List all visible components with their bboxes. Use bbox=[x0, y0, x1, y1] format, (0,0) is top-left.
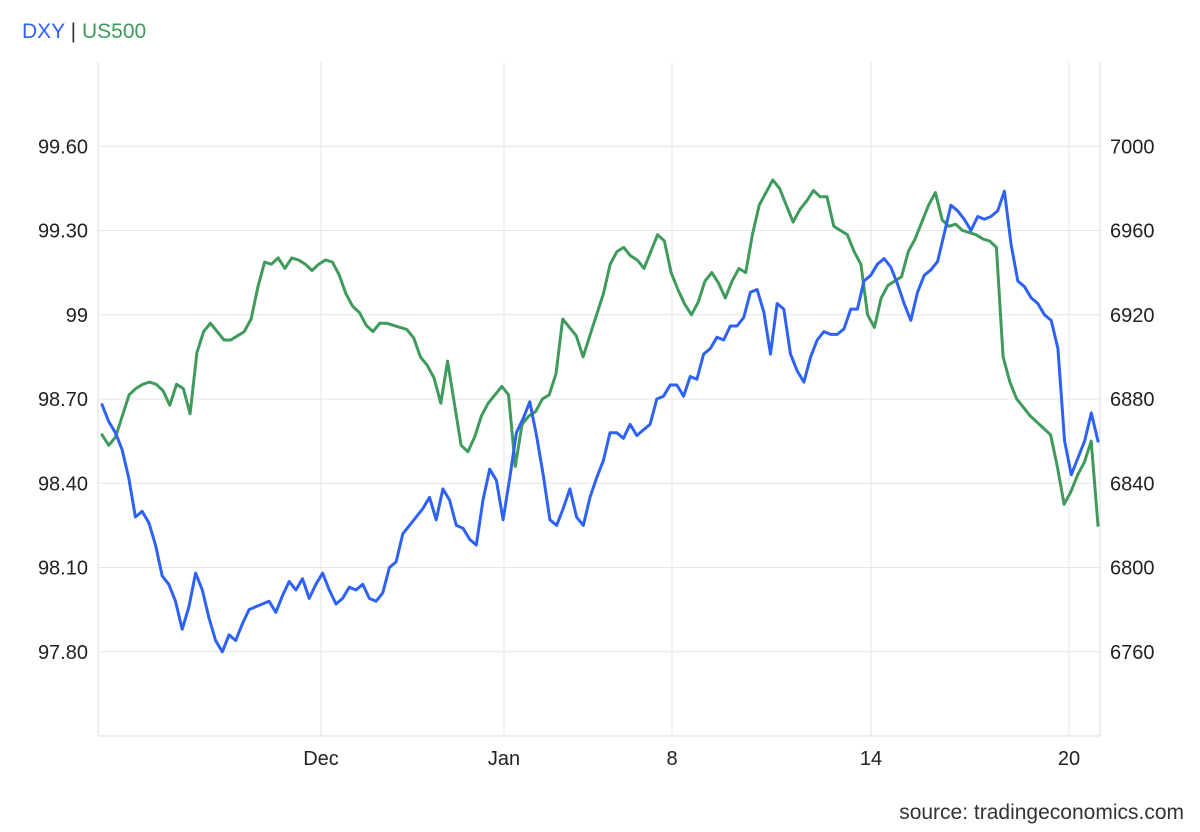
source-credit: source: tradingeconomics.com bbox=[899, 801, 1184, 824]
us500-series-line[interactable] bbox=[100, 178, 1100, 527]
chart-legend: DXY | US500 bbox=[22, 19, 146, 45]
grid-layer bbox=[98, 62, 1100, 736]
y-right-tick-label: 6920 bbox=[1110, 305, 1155, 327]
y-left-tick-label: 99.30 bbox=[38, 221, 88, 243]
y-right-tick-label: 6880 bbox=[1110, 389, 1155, 411]
x-tick-label: 8 bbox=[666, 748, 677, 770]
x-tick-label: 14 bbox=[860, 748, 882, 770]
y-left-tick-label: 98.10 bbox=[38, 558, 88, 580]
x-tick-label: Dec bbox=[303, 748, 339, 770]
y-right-tick-label: 6960 bbox=[1110, 221, 1155, 243]
axes-layer bbox=[97, 62, 1101, 737]
y-left-tick-label: 99.60 bbox=[38, 136, 88, 158]
dxy-series-line[interactable] bbox=[100, 189, 1100, 654]
series-layer bbox=[100, 178, 1100, 654]
y-left-tick-label: 97.80 bbox=[38, 642, 88, 664]
legend-dxy[interactable]: DXY bbox=[22, 20, 65, 43]
y-left-tick-label: 98.40 bbox=[38, 473, 88, 495]
y-right-tick-label: 7000 bbox=[1110, 136, 1155, 158]
y-right-tick-label: 6840 bbox=[1110, 473, 1155, 495]
legend-separator: | bbox=[70, 20, 77, 43]
y-left-tick-label: 99 bbox=[66, 305, 88, 327]
x-tick-label: 20 bbox=[1058, 748, 1080, 770]
tick-labels: 99.60 99.30 99 98.70 98.40 98.10 97.80 7000 6960… bbox=[38, 136, 1155, 770]
y-right-tick-label: 6800 bbox=[1110, 558, 1155, 580]
legend-us500[interactable]: US500 bbox=[81, 20, 147, 43]
x-tick-label: Jan bbox=[488, 748, 520, 770]
y-left-tick-label: 98.70 bbox=[38, 389, 88, 411]
y-right-tick-label: 6760 bbox=[1110, 642, 1155, 664]
